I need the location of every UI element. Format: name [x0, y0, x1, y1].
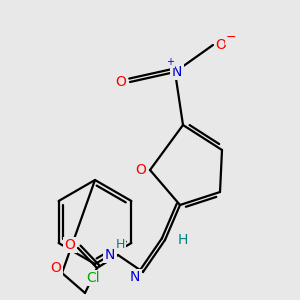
- Text: H: H: [178, 233, 188, 247]
- Text: O: O: [64, 238, 75, 252]
- Text: N: N: [130, 270, 140, 284]
- Text: O: O: [216, 38, 226, 52]
- Text: O: O: [116, 75, 126, 89]
- Text: O: O: [136, 163, 146, 177]
- Text: N: N: [105, 248, 115, 262]
- Text: N: N: [172, 65, 182, 79]
- Text: O: O: [51, 261, 62, 275]
- Text: H: H: [115, 238, 125, 251]
- Text: Cl: Cl: [86, 271, 100, 285]
- Text: +: +: [166, 57, 174, 67]
- Text: −: −: [226, 31, 236, 44]
